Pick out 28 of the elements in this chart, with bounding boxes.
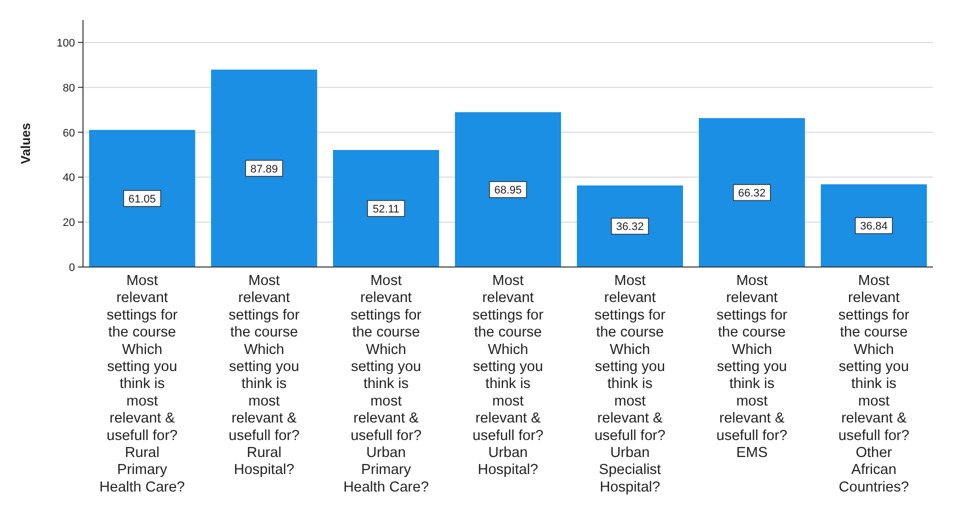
- y-tick-label: 60: [62, 127, 75, 140]
- data-label: 61.05: [128, 193, 156, 206]
- y-tick-label: 0: [68, 262, 75, 274]
- y-tick-label: 40: [62, 172, 75, 184]
- y-tick-label: 80: [62, 82, 75, 94]
- data-label: 36.84: [860, 220, 888, 233]
- bar: [698, 118, 805, 267]
- bar: [89, 130, 196, 267]
- y-tick-label: 100: [56, 37, 75, 50]
- category-label: Most relevant settings for the course Which setting you think is most relevant & usefull for? Rural Primary Health Care?: [99, 273, 185, 496]
- data-label: 66.32: [738, 188, 766, 200]
- category-label: Most relevant settings for the course Which setting you think is most relevant & usefull for? Urban Hospital?: [472, 273, 544, 478]
- data-label: 87.89: [250, 163, 278, 176]
- category-label: Most relevant settings for the course Which setting you think is most relevant & usefull for? Urban Primary Health Care?: [343, 273, 429, 496]
- category-label: Most relevant settings for the course Which setting you think is most relevant & usefull for? Other African Countries?: [838, 273, 910, 496]
- data-label: 52.11: [372, 203, 400, 216]
- y-axis-title: Values: [18, 122, 33, 164]
- bar: [333, 150, 440, 267]
- bar: [576, 185, 683, 267]
- bar: [211, 70, 318, 267]
- category-label: Most relevant settings for the course Which setting you think is most relevant & usefull for? EMS: [716, 273, 788, 461]
- category-label: Most relevant settings for the course Which setting you think is most relevant & usefull for? Rural Hospital?: [228, 273, 300, 478]
- category-label: Most relevant settings for the course Which setting you think is most relevant & usefull for? Urban Specialist Hospital?: [594, 273, 666, 496]
- data-label: 36.32: [616, 221, 644, 234]
- data-label: 68.95: [494, 184, 522, 197]
- y-tick-label: 20: [62, 217, 75, 230]
- bar: [454, 112, 562, 267]
- bar: [820, 184, 927, 267]
